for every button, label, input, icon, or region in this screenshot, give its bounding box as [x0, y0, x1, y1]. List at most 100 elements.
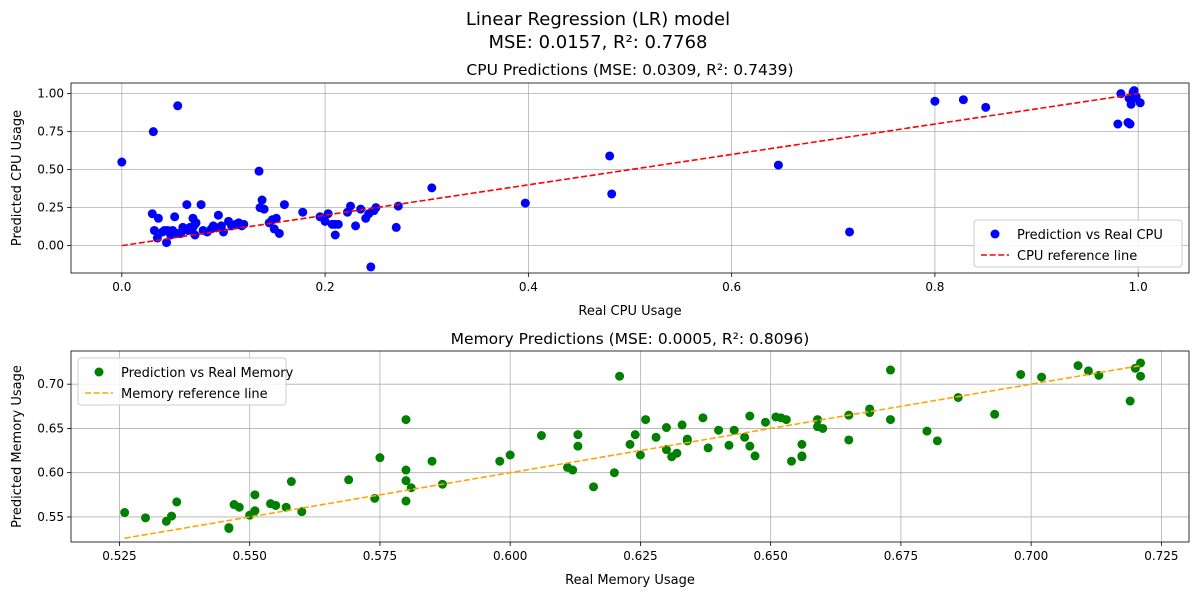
cpu-y-tick-label: 0.25: [37, 201, 64, 215]
cpu-y-tick-label: 0.50: [37, 163, 64, 177]
memory-x-tick-label: 0.675: [884, 549, 918, 563]
memory-y-tick-label: 0.65: [37, 421, 64, 435]
memory-data-point: [1073, 361, 1083, 371]
memory-data-point: [682, 434, 692, 444]
memory-y-tick-label: 0.70: [37, 377, 64, 391]
cpu-data-point: [254, 166, 264, 176]
cpu-x-tick-label: 0.8: [925, 280, 944, 294]
memory-data-point: [932, 436, 942, 446]
memory-x-tick-label: 0.575: [363, 549, 397, 563]
memory-data-point: [922, 426, 932, 436]
cpu-data-point: [1135, 98, 1145, 108]
cpu-data-point: [152, 233, 162, 243]
memory-legend: Prediction vs Real Memory Memory referenc…: [77, 357, 294, 406]
cpu-data-point: [351, 221, 361, 231]
cpu-y-tick-label: 0.00: [37, 239, 64, 253]
memory-data-point: [729, 425, 739, 435]
memory-data-point: [635, 450, 645, 460]
cpu-data-point: [930, 96, 940, 106]
memory-predictions-panel: Memory Predictions (MSE: 0.0005, R²: 0.8…: [10, 330, 1190, 588]
memory-data-point: [885, 365, 895, 375]
cpu-data-point: [255, 203, 265, 213]
cpu-data-point: [605, 151, 615, 161]
memory-data-point: [234, 502, 244, 512]
cpu-x-tick-label: 0.2: [316, 280, 335, 294]
memory-data-point: [750, 451, 760, 461]
memory-data-point: [120, 508, 130, 518]
cpu-data-point: [198, 225, 208, 235]
cpu-data-point: [1125, 119, 1135, 129]
memory-y-axis-label: Predicted Memory Usage: [10, 365, 25, 528]
memory-data-point: [573, 441, 583, 451]
cpu-data-point: [371, 203, 381, 213]
memory-legend-label: Memory reference line: [121, 387, 268, 402]
cpu-data-point: [279, 200, 289, 210]
memory-data-point: [818, 423, 828, 433]
memory-y-tick-label: 0.55: [37, 510, 64, 524]
memory-axes-frame: [70, 350, 1190, 543]
memory-data-point: [505, 450, 515, 460]
cpu-data-point: [182, 200, 192, 210]
cpu-data-point: [323, 209, 333, 219]
memory-data-point: [271, 500, 281, 510]
memory-data-point: [714, 425, 724, 435]
memory-data-point: [406, 483, 416, 493]
memory-data-point: [630, 430, 640, 440]
memory-x-tick-label: 0.625: [623, 549, 657, 563]
cpu-data-point: [427, 183, 437, 193]
memory-data-point: [672, 448, 682, 458]
cpu-data-point: [162, 238, 172, 248]
cpu-data-point: [274, 228, 284, 238]
memory-data-point: [787, 456, 797, 466]
cpu-data-point: [320, 216, 330, 226]
memory-data-point: [172, 497, 182, 507]
cpu-axes-frame: [70, 82, 1190, 274]
cpu-x-tick-label: 0.0: [112, 280, 131, 294]
memory-data-point: [1136, 371, 1146, 381]
memory-data-point: [297, 507, 307, 517]
cpu-data-point: [845, 227, 855, 237]
cpu-plot-area: [117, 86, 1145, 272]
memory-data-point: [375, 453, 385, 463]
cpu-data-point: [330, 219, 340, 229]
memory-data-point: [844, 435, 854, 445]
cpu-predictions-panel: CPU Predictions (MSE: 0.0309, R²: 0.7439…: [10, 61, 1190, 319]
cpu-y-tick-label: 0.75: [37, 125, 64, 139]
cpu-data-point: [1113, 119, 1123, 129]
cpu-x-tick-label: 0.6: [722, 280, 741, 294]
cpu-legend: Prediction vs Real CPU CPU reference line: [973, 219, 1183, 268]
memory-legend-box: [77, 357, 287, 406]
memory-data-point: [661, 445, 671, 455]
cpu-legend-box: [973, 219, 1183, 268]
memory-x-tick-label: 0.700: [1014, 549, 1048, 563]
cpu-reference-line: [121, 92, 1139, 247]
memory-data-point: [250, 506, 260, 516]
memory-data-point: [813, 415, 823, 425]
figure-title-line1: Linear Regression (LR) model: [466, 9, 730, 30]
cpu-data-point: [148, 127, 158, 137]
cpu-x-tick-label: 1.0: [1129, 280, 1148, 294]
memory-data-point: [250, 490, 260, 500]
cpu-data-point: [366, 262, 376, 272]
cpu-legend-label: CPU reference line: [1017, 249, 1137, 264]
memory-data-point: [1016, 369, 1026, 379]
cpu-data-point: [149, 225, 159, 235]
memory-data-point: [745, 441, 755, 451]
cpu-data-point: [231, 219, 241, 229]
memory-data-point: [641, 415, 651, 425]
memory-data-point: [740, 432, 750, 442]
memory-data-point: [781, 415, 791, 425]
memory-x-axis-label: Real Memory Usage: [565, 573, 695, 588]
cpu-data-point: [520, 198, 530, 208]
memory-data-point: [286, 477, 296, 487]
memory-data-point: [568, 465, 578, 475]
memory-x-tick-label: 0.650: [753, 549, 787, 563]
memory-data-point: [167, 511, 177, 521]
memory-data-point: [589, 482, 599, 492]
memory-data-point: [281, 502, 291, 512]
cpu-data-point: [153, 213, 163, 223]
memory-data-point: [401, 476, 411, 486]
memory-plot-area: [120, 358, 1146, 539]
cpu-data-point: [773, 160, 783, 170]
cpu-data-point: [346, 201, 355, 211]
